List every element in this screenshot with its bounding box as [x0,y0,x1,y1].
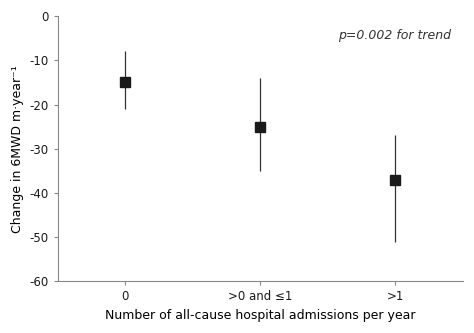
Text: p=0.002 for trend: p=0.002 for trend [338,29,451,42]
X-axis label: Number of all-cause hospital admissions per year: Number of all-cause hospital admissions … [105,309,416,322]
Y-axis label: Change in 6MWD m·year⁻¹: Change in 6MWD m·year⁻¹ [11,65,24,232]
